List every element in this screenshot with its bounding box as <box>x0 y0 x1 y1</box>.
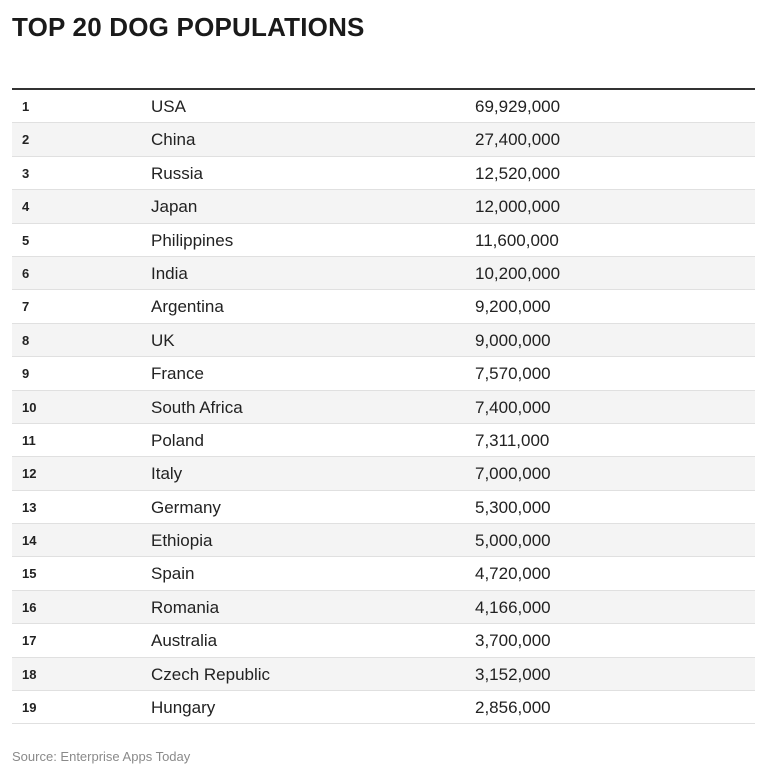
rank-cell: 5 <box>22 232 30 248</box>
country-cell: Russia <box>151 163 203 183</box>
source-note: Source: Enterprise Apps Today <box>12 749 191 764</box>
rank-cell: 11 <box>22 432 36 448</box>
table-row: 14 Ethiopia 5,000,000 <box>12 524 755 558</box>
population-cell: 4,720,000 <box>475 564 551 584</box>
country-cell: Hungary <box>151 698 216 718</box>
table-row: 5 Philippines 11,600,000 <box>12 224 755 257</box>
population-cell: 4,166,000 <box>475 597 551 617</box>
population-cell: 10,200,000 <box>475 263 561 283</box>
country-cell: Australia <box>151 631 218 651</box>
country-cell: India <box>151 263 188 283</box>
data-table: 1 USA 69,929,000 2 China 27,400,000 3 Russia 12,… <box>12 88 755 725</box>
rank-cell: 7 <box>22 299 30 315</box>
population-cell: 9,000,000 <box>475 330 551 350</box>
country-cell: Czech Republic <box>151 664 271 684</box>
population-cell: 5,300,000 <box>475 497 551 517</box>
rank-cell: 1 <box>22 99 30 114</box>
table-row: 12 Italy 7,000,000 <box>12 457 755 491</box>
rank-cell: 17 <box>22 633 37 649</box>
table-row: 18 Czech Republic 3,152,000 <box>12 657 755 692</box>
population-cell: 12,520,000 <box>475 163 561 183</box>
country-cell: Germany <box>151 497 221 517</box>
table-row: 13 Germany 5,300,000 <box>12 491 755 525</box>
country-cell: Ethiopia <box>151 531 213 551</box>
table-row: 10 South Africa 7,400,000 <box>12 390 755 424</box>
population-cell: 69,929,000 <box>475 97 561 116</box>
page-title: TOP 20 DOG POPULATIONS <box>12 12 365 42</box>
rank-cell: 19 <box>22 700 37 716</box>
population-cell: 27,400,000 <box>475 130 561 150</box>
rank-cell: 18 <box>22 666 37 682</box>
country-cell: Romania <box>151 597 220 617</box>
country-cell: Italy <box>151 464 183 484</box>
rank-cell: 3 <box>22 165 30 181</box>
country-cell: South Africa <box>151 397 243 417</box>
rank-cell: 8 <box>22 332 30 348</box>
table-row: 6 India 10,200,000 <box>12 256 755 291</box>
population-cell: 7,570,000 <box>475 364 551 384</box>
table-row: 8 UK 9,000,000 <box>12 323 755 358</box>
rank-cell: 6 <box>22 265 30 281</box>
country-cell: Argentina <box>151 297 224 317</box>
population-cell: 7,311,000 <box>475 430 550 450</box>
table-row: 17 Australia 3,700,000 <box>12 624 755 658</box>
population-cell: 3,152,000 <box>475 664 551 684</box>
population-cell: 9,200,000 <box>475 297 551 317</box>
rank-cell: 14 <box>22 533 37 549</box>
population-cell: 11,600,000 <box>475 230 559 250</box>
rank-cell: 10 <box>22 399 37 415</box>
table-row: 16 Romania 4,166,000 <box>12 590 755 625</box>
country-cell: Spain <box>151 564 195 584</box>
table-row: 7 Argentina 9,200,000 <box>12 290 755 324</box>
population-cell: 3,700,000 <box>475 631 551 651</box>
rank-cell: 4 <box>22 199 30 215</box>
rank-cell: 13 <box>22 499 37 515</box>
table-row: 11 Poland 7,311,000 <box>12 424 755 458</box>
table-row: 2 China 27,400,000 <box>12 123 755 157</box>
population-cell: 5,000,000 <box>475 531 551 551</box>
table-row: 15 Spain 4,720,000 <box>12 557 755 591</box>
population-cell: 2,856,000 <box>475 698 551 718</box>
country-cell: UK <box>151 330 175 350</box>
table-row: 19 Hungary 2,856,000 <box>12 691 755 725</box>
country-cell: Poland <box>151 430 204 450</box>
country-cell: USA <box>151 97 186 116</box>
rank-cell: 15 <box>22 566 37 582</box>
country-cell: Japan <box>151 197 198 217</box>
rank-cell: 16 <box>22 599 37 615</box>
rank-cell: 2 <box>22 132 30 148</box>
country-cell: France <box>151 364 204 384</box>
country-cell: Philippines <box>151 230 234 250</box>
population-cell: 12,000,000 <box>475 197 561 217</box>
table-row: 9 France 7,570,000 <box>12 357 755 391</box>
table-row: 3 Russia 12,520,000 <box>12 157 755 191</box>
table-row: 1 USA 69,929,000 <box>12 90 755 124</box>
rank-cell: 9 <box>22 366 30 382</box>
table-row: 4 Japan 12,000,000 <box>12 190 755 224</box>
rank-cell: 12 <box>22 466 37 482</box>
country-cell: China <box>151 130 196 150</box>
population-cell: 7,400,000 <box>475 397 551 417</box>
population-cell: 7,000,000 <box>475 464 551 484</box>
